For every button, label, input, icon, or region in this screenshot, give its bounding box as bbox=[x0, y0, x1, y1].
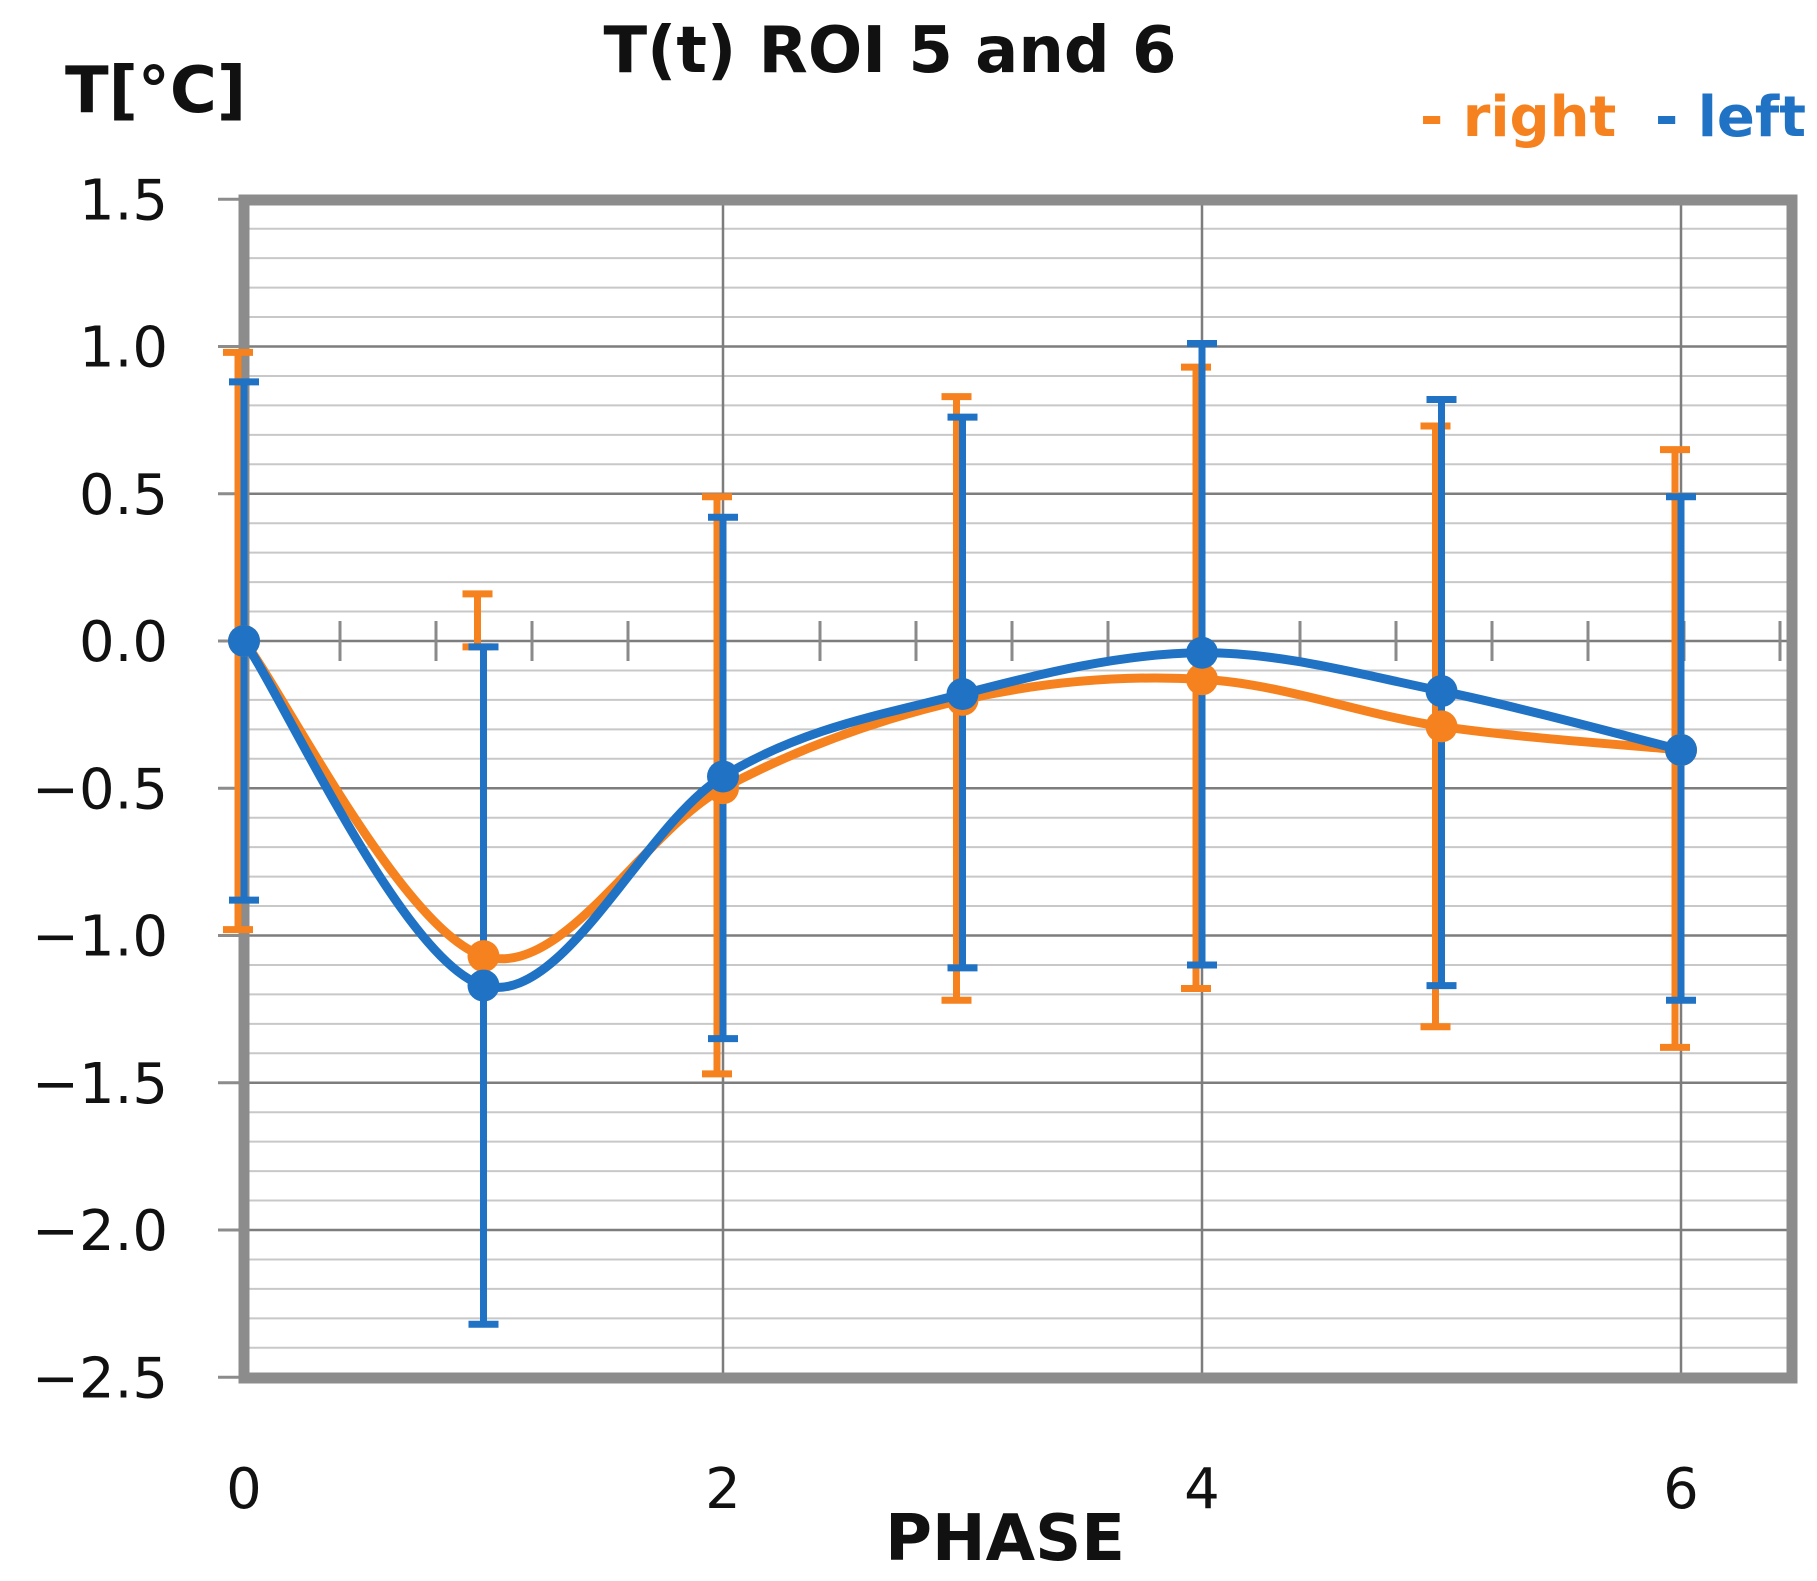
data-point-right bbox=[467, 940, 500, 973]
x-axis-label: PHASE bbox=[885, 1502, 1125, 1576]
x-tick-label: 4 bbox=[1184, 1457, 1220, 1522]
y-axis-label: T[°C] bbox=[65, 54, 246, 128]
legend-entry-left: - left bbox=[1655, 85, 1806, 150]
y-tick-label: −2.5 bbox=[32, 1346, 168, 1411]
y-tick-label: −0.5 bbox=[32, 757, 168, 822]
y-tick-label: 1.0 bbox=[79, 316, 168, 381]
data-point-left bbox=[1186, 636, 1218, 669]
x-tick-label: 0 bbox=[226, 1457, 262, 1522]
plot-area: 1.5 1.0 0.5 0.0 −0.5 −1.0 −1.5 −2.0 −2.5 0 2 4 6 bbox=[32, 168, 1798, 1522]
data-point-right bbox=[1425, 710, 1458, 743]
data-point-left bbox=[946, 678, 979, 711]
y-tick-label: 0.0 bbox=[79, 610, 168, 675]
legend-entry-right: - right bbox=[1420, 85, 1616, 150]
x-tick-label: 6 bbox=[1663, 1457, 1699, 1522]
x-tick-label: 2 bbox=[705, 1457, 741, 1522]
y-tick-label: −1.0 bbox=[32, 905, 168, 970]
y-tick-label: 0.5 bbox=[79, 463, 168, 528]
y-tick-label: 1.5 bbox=[79, 168, 168, 233]
data-point-left bbox=[707, 760, 739, 793]
data-point-left bbox=[1425, 675, 1458, 708]
data-point-left bbox=[228, 625, 260, 657]
y-tick-label: −1.5 bbox=[32, 1052, 168, 1117]
data-point-right bbox=[1186, 663, 1218, 696]
data-point-left bbox=[467, 969, 500, 1002]
chart-title: T(t) ROI 5 and 6 bbox=[604, 14, 1177, 88]
y-tick-label: −2.0 bbox=[32, 1199, 168, 1264]
data-point-left bbox=[1665, 733, 1697, 766]
